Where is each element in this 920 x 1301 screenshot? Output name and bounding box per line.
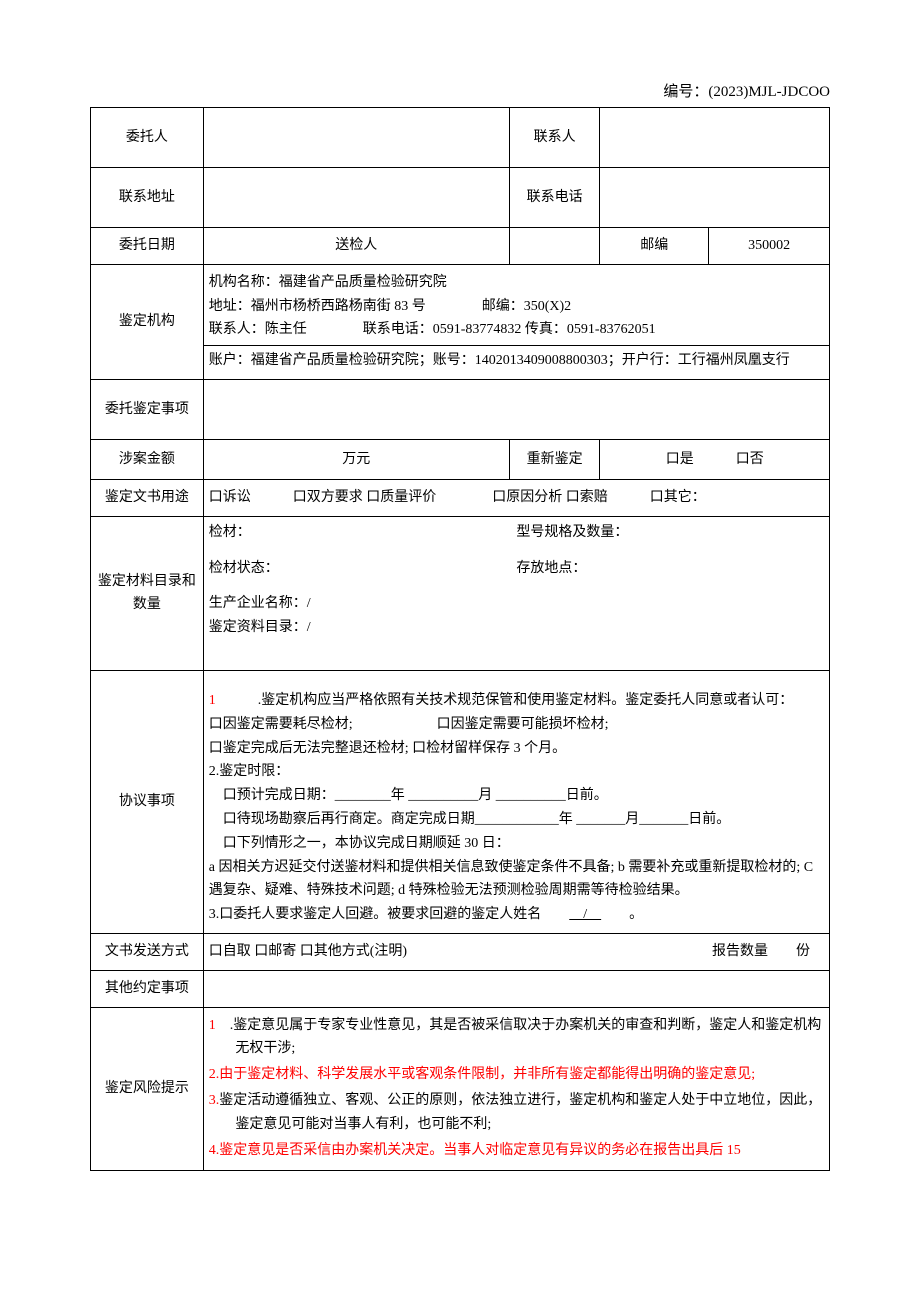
contact-address-value <box>203 168 509 228</box>
usage-options: 口诉讼 口双方要求 口质量评价 口原因分析 口索赔 口其它： <box>203 479 829 516</box>
agr-p1b: 口鉴定完成后无法完整退还检材; 口检材留样保存 3 个月。 <box>209 737 824 761</box>
main-form-table: 委托人 联系人 联系地址 联系电话 委托日期 送检人 邮编 350002 鉴定机… <box>90 107 830 1171</box>
mat-jiancai: 检材： <box>209 521 517 545</box>
postcode-value: 350002 <box>709 228 830 265</box>
label-client: 委托人 <box>91 108 204 168</box>
agr-p3: 3.口委托人要求鉴定人回避。被要求回避的鉴定人姓名 / 。 <box>209 903 824 927</box>
label-amount: 涉案金额 <box>91 439 204 479</box>
agr-p2a: 口预计完成日期：________年 __________月 __________… <box>209 784 824 808</box>
label-agreement: 协议事项 <box>91 670 204 933</box>
mat-catalog: 鉴定资料目录：/ <box>209 616 824 640</box>
agr-p2b: 口待现场勘察后再行商定。商定完成日期____________年 _______月… <box>209 808 824 832</box>
label-entrust-date: 委托日期 <box>91 228 204 265</box>
label-other: 其他约定事项 <box>91 970 204 1007</box>
mat-location: 存放地点： <box>516 557 586 581</box>
agr-p2d: a 因相关方迟延交付送鉴材料和提供相关信息致使鉴定条件不具备; b 需要补充或重… <box>209 856 824 904</box>
contact-person-value <box>600 108 830 168</box>
report-qty-label: 报告数量 <box>712 944 768 959</box>
agr-p2head: 2.鉴定时限： <box>209 760 824 784</box>
risk-1: 1 .鉴定意见属于专家专业性意见，其是否被采信取决于办案机关的审查和判断，鉴定人… <box>209 1014 824 1062</box>
contact-phone-value <box>600 168 830 228</box>
mat-producer: 生产企业名称：/ <box>209 592 824 616</box>
label-delivery: 文书发送方式 <box>91 933 204 970</box>
document-number: 编号：(2023)MJL-JDCOO <box>90 80 830 101</box>
client-value <box>203 108 509 168</box>
doc-number-value: (2023)MJL-JDCOO <box>708 84 830 100</box>
materials-block: 检材：型号规格及数量： 检材状态：存放地点： 生产企业名称：/ 鉴定资料目录：/ <box>203 516 829 670</box>
report-qty-unit: 份 <box>796 944 810 959</box>
agr-p2c: 口下列情形之一，本协议完成日期顺延 30 日： <box>209 832 824 856</box>
risk-block: 1 .鉴定意见属于专家专业性意见，其是否被采信取决于办案机关的审查和判断，鉴定人… <box>203 1007 829 1171</box>
agreement-block: 1 .鉴定机构应当严格依照有关技术规范保管和使用鉴定材料。鉴定委托人同意或者认可… <box>203 670 829 933</box>
label-sender: 送检人 <box>203 228 509 265</box>
sender-value <box>509 228 600 265</box>
inst-name: 机构名称：福建省产品质量检验研究院 <box>209 271 824 295</box>
label-entrust-matters: 委托鉴定事项 <box>91 379 204 439</box>
risk-4: 4.鉴定意见是否采信由办案机关决定。当事人对临定意见有异议的务必在报告出具后 1… <box>209 1139 824 1163</box>
label-risk: 鉴定风险提示 <box>91 1007 204 1171</box>
label-contact-address: 联系地址 <box>91 168 204 228</box>
label-contact-person: 联系人 <box>509 108 600 168</box>
inst-address: 地址：福州市杨桥西路杨南街 83 号 邮编：350(X)2 <box>209 295 824 319</box>
mat-status: 检材状态： <box>209 557 517 581</box>
agr-p1-text: .鉴定机构应当严格依照有关技术规范保管和使用鉴定材料。鉴定委托人同意或者认可： <box>216 693 794 708</box>
label-institution: 鉴定机构 <box>91 264 204 379</box>
risk-3: 3.鉴定活动遵循独立、客观、公正的原则，依法独立进行，鉴定机构和鉴定人处于中立地… <box>209 1089 824 1137</box>
institution-block: 机构名称：福建省产品质量检验研究院 地址：福州市杨桥西路杨南街 83 号 邮编：… <box>203 264 829 379</box>
delivery-opts: 口自取 口邮寄 口其他方式(注明) <box>209 944 407 959</box>
inst-account: 账户：福建省产品质量检验研究院；账号：1402013409008800303；开… <box>209 349 824 373</box>
agr-p1-num: 1 <box>209 693 216 708</box>
mat-spec: 型号规格及数量： <box>516 521 628 545</box>
agr-p1a: 口因鉴定需要耗尽检材; 口因鉴定需要可能损坏检材; <box>209 713 824 737</box>
label-reappraise: 重新鉴定 <box>509 439 600 479</box>
amount-unit: 万元 <box>203 439 509 479</box>
entrust-matters-value <box>203 379 829 439</box>
label-doc-usage: 鉴定文书用途 <box>91 479 204 516</box>
risk-2: 2.由于鉴定材料、科学发展水平或客观条件限制，并非所有鉴定都能得出明确的鉴定意见… <box>209 1063 824 1087</box>
label-postcode: 邮编 <box>600 228 709 265</box>
doc-number-label: 编号： <box>663 84 708 100</box>
reappraise-options: 口是 口否 <box>600 439 830 479</box>
other-value <box>203 970 829 1007</box>
delivery-row: 口自取 口邮寄 口其他方式(注明) 报告数量 份 <box>203 933 829 970</box>
label-materials: 鉴定材料目录和数量 <box>91 516 204 670</box>
label-contact-phone: 联系电话 <box>509 168 600 228</box>
inst-contact: 联系人：陈主任 联系电话：0591-83774832 传真：0591-83762… <box>209 318 824 342</box>
